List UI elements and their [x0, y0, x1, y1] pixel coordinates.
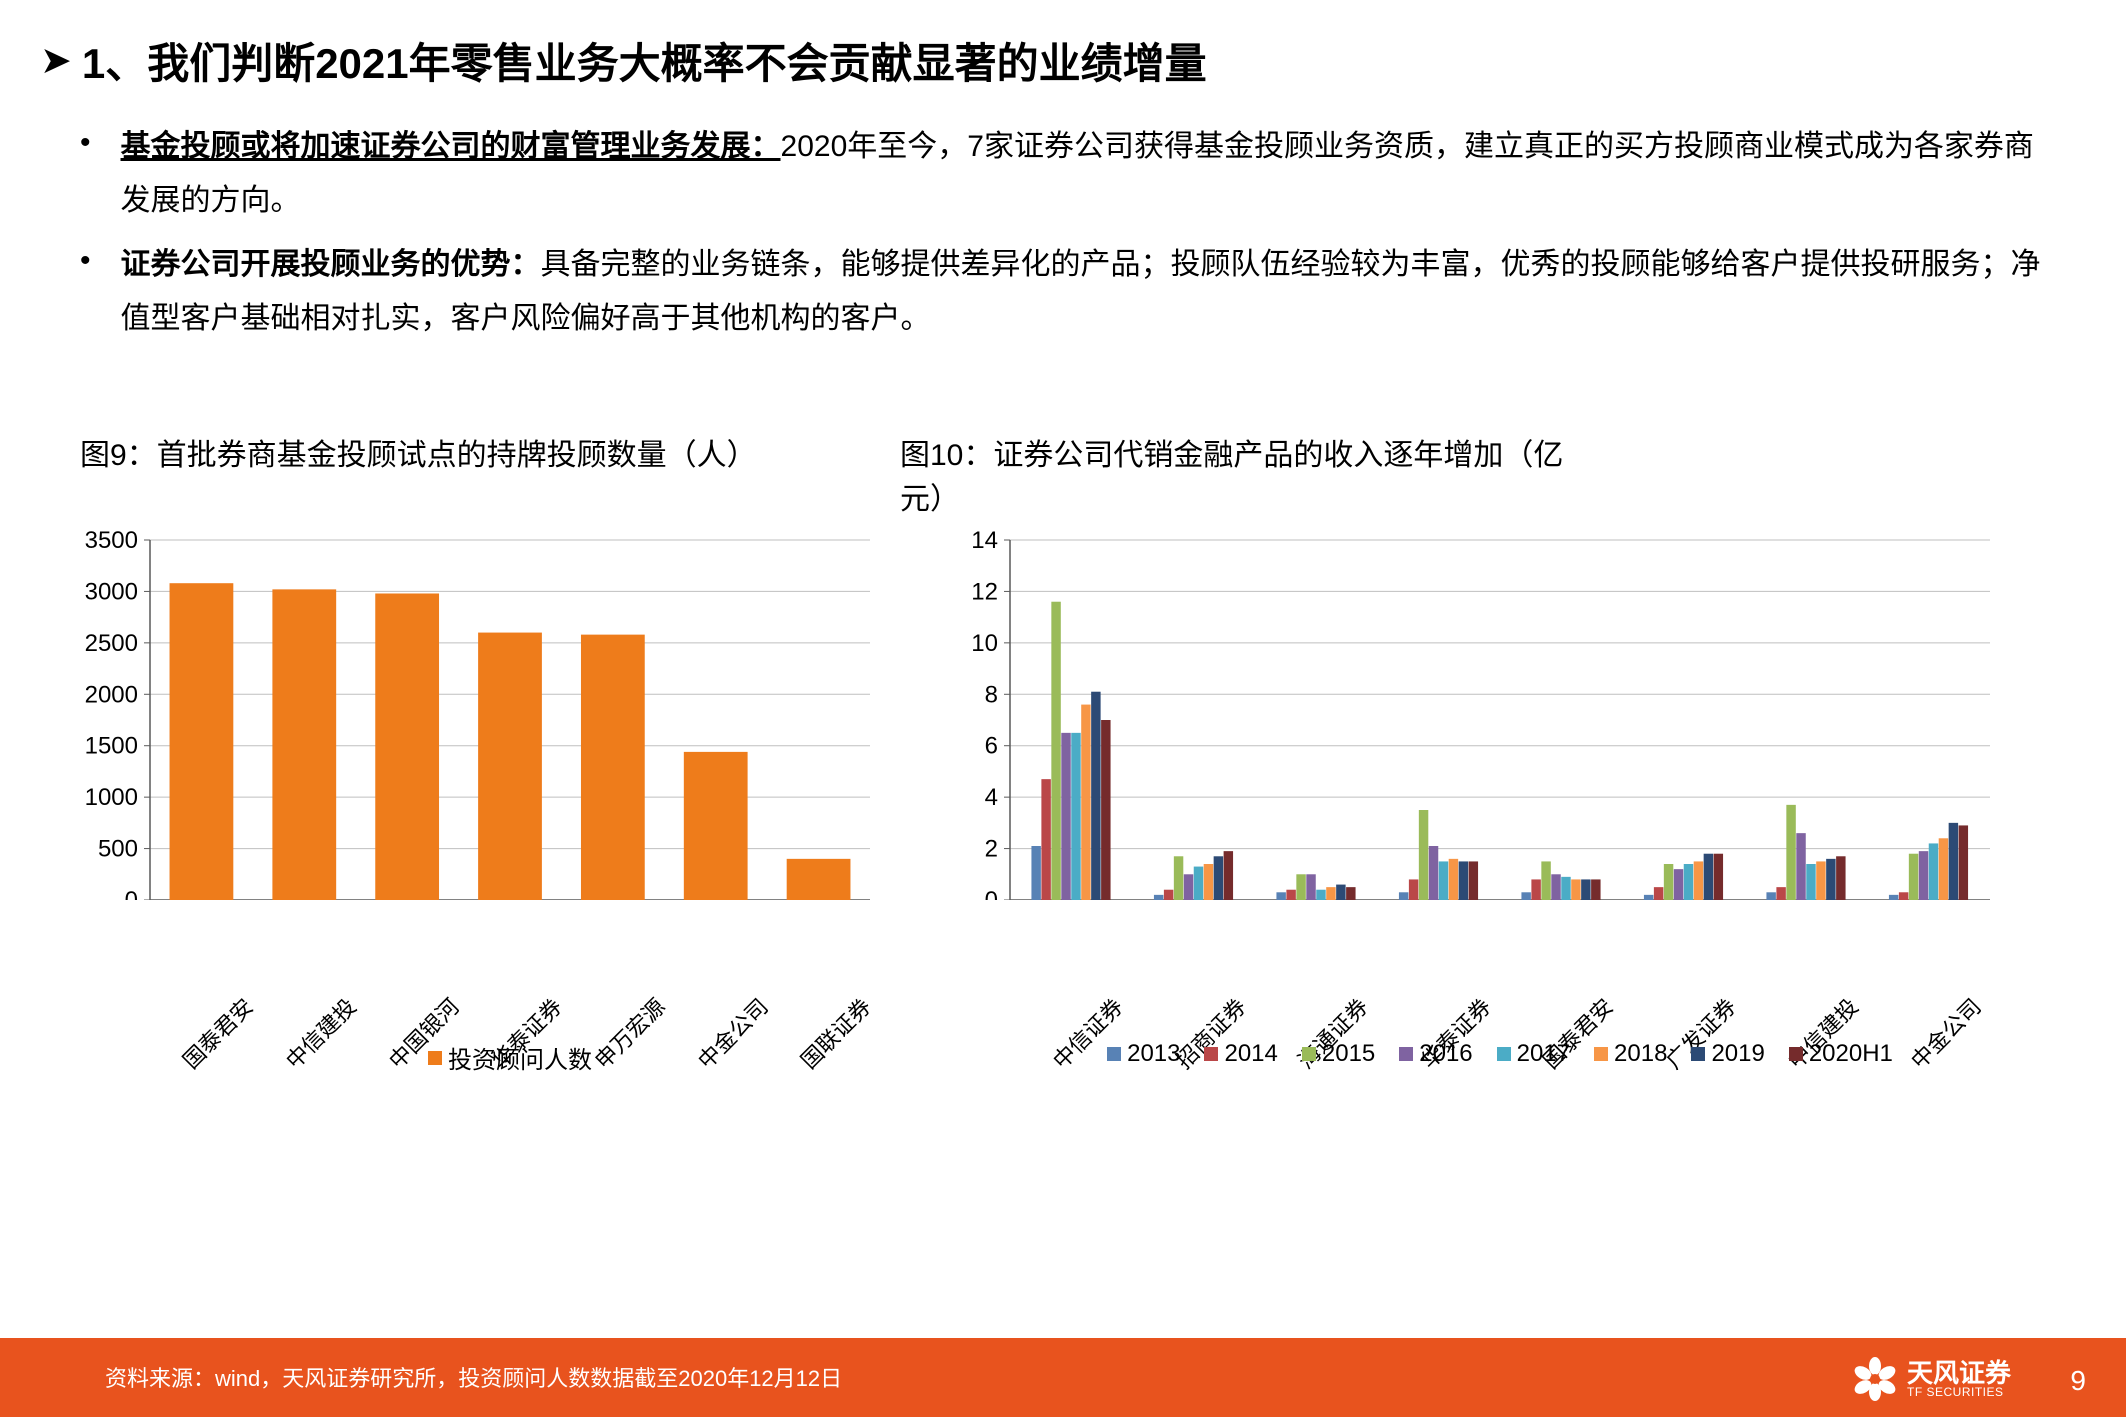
- legend-label: 2017: [1517, 1040, 1570, 1068]
- legend-swatch: [428, 1051, 442, 1065]
- svg-text:0: 0: [125, 887, 138, 900]
- bullet-text: 基金投顾或将加速证券公司的财富管理业务发展：2020年至今，7家证券公司获得基金…: [121, 120, 2050, 228]
- legend-item: 2019: [1691, 1040, 1764, 1068]
- svg-text:500: 500: [98, 836, 138, 863]
- bullet-lead: 证券公司开展投顾业务的优势：: [121, 248, 541, 281]
- legend-label: 2014: [1224, 1040, 1277, 1068]
- legend-swatch: [1204, 1047, 1218, 1061]
- svg-text:12: 12: [971, 578, 998, 605]
- legend-item: 2017: [1497, 1040, 1570, 1068]
- chart-titles: 图9：首批券商基金投顾试点的持牌投顾数量（人） 图10：证券公司代销金融产品的收…: [80, 430, 1600, 518]
- chevron-icon: ➤: [40, 38, 72, 83]
- svg-text:1000: 1000: [85, 784, 138, 811]
- chart9-legend: 投资顾问人数: [150, 1040, 870, 1075]
- legend-item: 2016: [1399, 1040, 1472, 1068]
- page-header: ➤ 1、我们判断2021年零售业务大概率不会贡献显著的业绩增量: [40, 30, 1207, 91]
- legend-item: 2020H1: [1789, 1040, 1893, 1068]
- svg-text:10: 10: [971, 630, 998, 657]
- svg-text:1500: 1500: [85, 733, 138, 760]
- legend-label: 2015: [1322, 1040, 1375, 1068]
- bullet-item: • 基金投顾或将加速证券公司的财富管理业务发展：2020年至今，7家证券公司获得…: [80, 120, 2050, 228]
- legend-item: 2014: [1204, 1040, 1277, 1068]
- footer-bar: 资料来源：wind，天风证券研究所，投资顾问人数数据截至2020年12月12日 …: [0, 1342, 2126, 1417]
- page-number: 9: [2070, 1365, 2086, 1397]
- legend-item: 2018: [1594, 1040, 1667, 1068]
- legend-swatch: [1594, 1047, 1608, 1061]
- svg-text:6: 6: [985, 733, 998, 760]
- bullet-list: • 基金投顾或将加速证券公司的财富管理业务发展：2020年至今，7家证券公司获得…: [80, 120, 2050, 356]
- svg-text:2: 2: [985, 836, 998, 863]
- legend-label: 2016: [1419, 1040, 1472, 1068]
- page-title: 1、我们判断2021年零售业务大概率不会贡献显著的业绩增量: [82, 30, 1207, 91]
- legend-label: 2019: [1711, 1040, 1764, 1068]
- legend-label: 2018: [1614, 1040, 1667, 1068]
- svg-text:3000: 3000: [85, 578, 138, 605]
- bullet-lead: 基金投顾或将加速证券公司的财富管理业务发展：: [121, 130, 781, 163]
- svg-text:2000: 2000: [85, 681, 138, 708]
- legend-swatch: [1497, 1047, 1511, 1061]
- logo-text-cn: 天风证券: [1907, 1360, 2011, 1386]
- legend-swatch: [1302, 1047, 1316, 1061]
- legend-item: 2015: [1302, 1040, 1375, 1068]
- legend-label: 2020H1: [1809, 1040, 1893, 1068]
- chart10-legend: 2013 2014 2015 2016 2017 2018 2019 2020H1: [1010, 1040, 1990, 1068]
- brand-logo: 天风证券 TF SECURITIES: [1853, 1357, 2011, 1401]
- chart9-title: 图9：首批券商基金投顾试点的持牌投顾数量（人）: [80, 430, 780, 518]
- legend-item: 投资顾问人数: [428, 1040, 592, 1075]
- bullet-text: 证券公司开展投顾业务的优势：具备完整的业务链条，能够提供差异化的产品；投顾队伍经…: [121, 238, 2050, 346]
- chart9: 0500100015002000250030003500国泰君安中信建投中国银河…: [80, 530, 880, 900]
- source-text: 资料来源：wind，天风证券研究所，投资顾问人数数据截至2020年12月12日: [105, 1361, 842, 1393]
- legend-swatch: [1399, 1047, 1413, 1061]
- svg-text:3500: 3500: [85, 530, 138, 554]
- legend-swatch: [1107, 1047, 1121, 1061]
- chart10: 02468101214中信证券招商证券海通证券华泰证券国泰君安广发证券中信建投中…: [960, 530, 2000, 900]
- legend-label: 2013: [1127, 1040, 1180, 1068]
- bullet-dot-icon: •: [80, 126, 91, 228]
- svg-text:14: 14: [971, 530, 998, 554]
- legend-label: 投资顾问人数: [448, 1040, 592, 1075]
- legend-swatch: [1691, 1047, 1705, 1061]
- chart10-title: 图10：证券公司代销金融产品的收入逐年增加（亿元）: [900, 430, 1600, 518]
- logo-text-en: TF SECURITIES: [1907, 1386, 2011, 1398]
- svg-text:8: 8: [985, 681, 998, 708]
- svg-text:2500: 2500: [85, 630, 138, 657]
- flower-icon: [1853, 1357, 1897, 1401]
- bullet-item: • 证券公司开展投顾业务的优势：具备完整的业务链条，能够提供差异化的产品；投顾队…: [80, 238, 2050, 346]
- svg-text:0: 0: [985, 887, 998, 900]
- legend-item: 2013: [1107, 1040, 1180, 1068]
- bullet-dot-icon: •: [80, 244, 91, 346]
- svg-text:4: 4: [985, 784, 998, 811]
- legend-swatch: [1789, 1047, 1803, 1061]
